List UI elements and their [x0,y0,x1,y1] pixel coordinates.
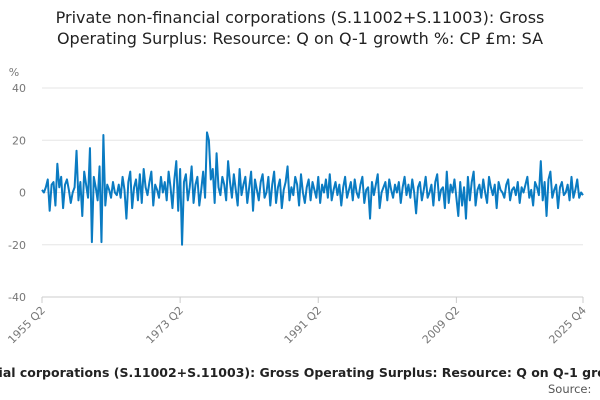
chart-title: Private non-financial corporations (S.11… [55,8,545,48]
x-tick-label: 1973 Q2 [144,304,187,347]
y-axis-label: % [9,66,19,79]
x-tick-label: 2025 Q4 [546,304,589,347]
y-tick-label: -20 [8,239,26,252]
y-tick-label: 40 [12,82,26,95]
data-line [41,131,584,246]
y-tick-label: -40 [8,291,26,304]
source: Source: [548,382,591,396]
x-tick-label: 2009 Q2 [420,304,463,347]
x-tick-label: 1991 Q2 [282,304,325,347]
x-tick-label: 1955 Q2 [5,304,48,347]
x-axis-label: Private non-financial corporations (S.11… [0,365,600,380]
y-tick-label: 20 [12,134,26,147]
y-tick-label: 0 [19,187,26,200]
